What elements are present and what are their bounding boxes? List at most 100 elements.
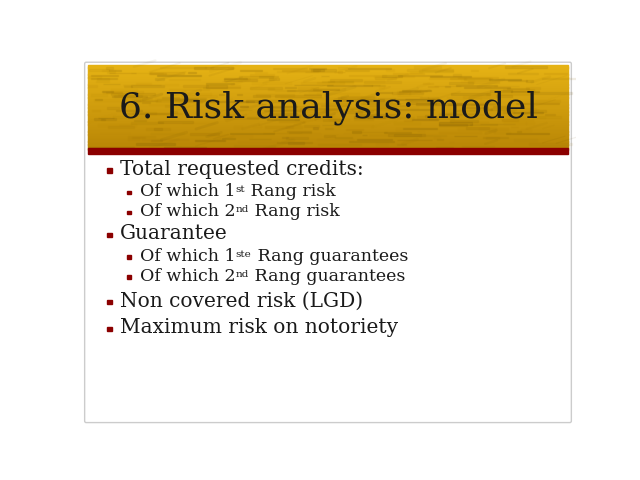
Bar [98,118,114,119]
Bar [362,100,392,102]
Bar [136,143,175,144]
Bar [344,132,360,134]
Bar [304,125,319,127]
Bar [88,90,568,91]
Bar [447,97,481,99]
Bar [356,139,392,140]
Bar [250,74,274,76]
Bar [96,81,109,82]
Bar [88,104,568,105]
Bar [268,119,300,120]
Bar [127,211,131,215]
Bar [448,104,484,105]
Bar [508,80,527,81]
Bar [97,78,109,80]
Bar [282,70,320,72]
Bar [381,75,402,77]
Bar [311,70,335,71]
Bar [428,97,438,99]
Bar [168,88,209,90]
Bar [300,108,340,109]
Bar [234,126,243,128]
Bar [301,82,344,84]
Bar [92,78,117,79]
Bar [102,70,115,72]
Bar [133,112,156,114]
Bar [88,80,568,81]
Bar [309,92,320,93]
Bar [463,96,497,98]
Bar [268,87,274,90]
Bar [494,85,519,86]
Bar [104,91,143,93]
Bar [88,95,568,96]
Bar [255,141,292,143]
Bar [503,89,534,91]
Bar [188,72,196,73]
Bar [287,90,321,91]
Bar [422,83,433,84]
Text: Guarantee: Guarantee [120,224,228,243]
Text: Of which 2: Of which 2 [140,203,236,220]
Bar [296,115,300,116]
Bar [350,108,374,109]
Bar [88,91,568,92]
Bar [88,102,568,103]
Bar [194,67,233,69]
Bar [453,74,461,76]
Text: st: st [236,185,245,194]
Bar [107,326,112,331]
Bar [131,85,164,87]
Bar [212,115,223,117]
Bar [490,79,521,80]
Bar [88,67,568,68]
Bar [88,125,568,126]
Bar [88,105,568,106]
Bar [470,124,497,125]
Bar [298,87,318,89]
Bar [396,128,419,130]
Bar [157,75,201,76]
Bar [435,101,442,103]
Bar [416,103,462,105]
Bar [88,132,568,133]
Bar [88,145,568,146]
Bar [394,134,425,136]
Bar [91,75,118,76]
Bar [88,108,568,109]
Bar [88,91,568,92]
Bar [98,124,136,126]
Bar [233,101,248,102]
Bar [375,77,396,79]
Bar [164,84,178,85]
Bar [107,168,112,173]
Bar [88,110,568,111]
Bar [295,119,340,120]
Bar [88,133,568,134]
Bar [230,133,275,134]
Bar [113,116,146,118]
Bar [209,101,253,102]
Bar [114,96,143,97]
Bar [334,148,355,150]
Bar [507,108,536,110]
Bar [141,102,150,103]
Bar [311,98,346,99]
Bar [88,95,568,96]
Bar [88,143,568,144]
Bar [88,84,568,85]
Bar [183,99,198,101]
Bar [411,101,417,102]
Bar [88,147,134,148]
Bar [394,73,424,74]
Bar [88,69,109,71]
Bar [88,141,568,142]
Bar [402,90,431,91]
Bar [420,97,428,98]
Bar [403,128,437,130]
Bar [314,127,319,129]
Bar [88,66,568,67]
Bar [385,69,394,71]
Bar [470,108,508,110]
Bar [410,72,422,73]
